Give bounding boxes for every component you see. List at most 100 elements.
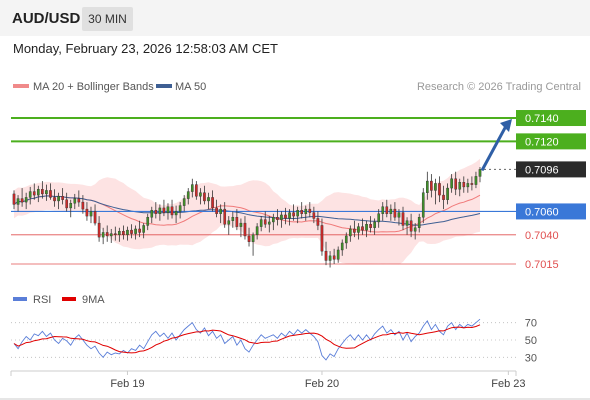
candle-body bbox=[182, 198, 186, 206]
projection-arrow-line bbox=[480, 125, 508, 172]
candle-body bbox=[421, 192, 425, 218]
candle-body bbox=[434, 183, 437, 191]
candle-body bbox=[361, 226, 364, 231]
candle-body bbox=[207, 197, 210, 202]
candle-body bbox=[36, 189, 40, 196]
candle-body bbox=[195, 184, 198, 197]
candle-body bbox=[336, 249, 340, 260]
projection-arrowhead bbox=[500, 119, 512, 133]
candle-body bbox=[12, 193, 16, 205]
candle-body bbox=[389, 208, 393, 214]
candle-body bbox=[49, 190, 52, 198]
candle-body bbox=[312, 212, 316, 219]
candle-body bbox=[377, 213, 381, 223]
candle-body bbox=[450, 178, 453, 189]
candle-body bbox=[113, 233, 117, 235]
candle-body bbox=[85, 208, 89, 217]
legend-swatch-ma20 bbox=[13, 84, 29, 88]
candle-body bbox=[53, 197, 56, 202]
current-price-label: 0.7096 bbox=[525, 164, 559, 176]
resistance-label: 0.7120 bbox=[525, 136, 559, 148]
candle-body bbox=[462, 182, 466, 188]
support-label: 0.7015 bbox=[525, 259, 559, 271]
candle-body bbox=[61, 196, 64, 200]
x-axis-labels: Feb 19 Feb 20 Feb 23 bbox=[110, 371, 525, 390]
candle-body bbox=[239, 222, 243, 227]
legend-swatch-9ma bbox=[62, 297, 76, 301]
candle-body bbox=[320, 225, 324, 252]
candle-body bbox=[170, 206, 174, 216]
candle-body bbox=[267, 221, 271, 225]
candle-body bbox=[190, 184, 194, 192]
candle-body bbox=[405, 220, 409, 226]
candle-body bbox=[292, 212, 295, 217]
x-tick-label: Feb 20 bbox=[305, 378, 339, 390]
resistance-label: 0.7140 bbox=[525, 113, 559, 125]
rsi-ma-line bbox=[13, 324, 481, 354]
candle-body bbox=[166, 206, 170, 213]
candle-body bbox=[65, 199, 68, 209]
candle-body bbox=[77, 198, 81, 203]
candle-body bbox=[284, 214, 287, 219]
x-tick-label: Feb 19 bbox=[110, 378, 144, 390]
candle-body bbox=[316, 218, 320, 226]
candle-body bbox=[93, 211, 97, 224]
candle-body bbox=[178, 205, 182, 212]
candle-body bbox=[219, 208, 222, 214]
candle-body bbox=[470, 183, 474, 185]
candle-body bbox=[28, 191, 32, 198]
candle-body bbox=[122, 231, 125, 235]
candle-body bbox=[45, 190, 48, 195]
candle-body bbox=[349, 228, 352, 237]
candle-body bbox=[385, 206, 389, 214]
candle-body bbox=[466, 183, 470, 188]
candle-body bbox=[259, 219, 263, 227]
candle-body bbox=[231, 217, 235, 221]
candle-body bbox=[426, 180, 429, 193]
rsi-tick-label: 50 bbox=[525, 335, 537, 347]
candle-body bbox=[24, 197, 28, 203]
candle-body bbox=[381, 206, 385, 214]
candle-body bbox=[146, 217, 150, 226]
candle-body bbox=[203, 192, 206, 202]
candle-body bbox=[255, 226, 259, 235]
legend-9ma-label: 9MA bbox=[82, 294, 105, 306]
rsi-tick-label: 70 bbox=[525, 318, 537, 330]
symbol-label: AUD/USD bbox=[12, 10, 81, 27]
candle-body bbox=[454, 178, 458, 190]
rsi-line bbox=[13, 318, 481, 361]
candle-body bbox=[409, 220, 413, 232]
candle-body bbox=[357, 226, 360, 233]
candle-body bbox=[308, 208, 312, 213]
resistance-label-box bbox=[516, 133, 586, 150]
candle-body bbox=[154, 210, 158, 214]
candle-body bbox=[118, 231, 121, 235]
candle-body bbox=[199, 192, 202, 197]
candle-body bbox=[247, 235, 251, 242]
timestamp: Monday, February 23, 2026 12:58:03 AM CE… bbox=[13, 41, 278, 56]
candle-body bbox=[73, 198, 77, 204]
candle-body bbox=[478, 169, 482, 177]
candle-body bbox=[304, 208, 308, 214]
candle-body bbox=[300, 210, 304, 214]
candle-body bbox=[101, 232, 105, 238]
candle-body bbox=[89, 211, 93, 217]
candle-body bbox=[57, 196, 60, 202]
candle-body bbox=[340, 242, 344, 251]
candle-body bbox=[134, 228, 137, 234]
candle-body bbox=[16, 198, 20, 205]
rsi-tick-label: 30 bbox=[525, 352, 537, 364]
timeframe-badge[interactable]: 30 MIN bbox=[82, 7, 133, 31]
resistance-label-box bbox=[516, 110, 586, 127]
candle-body bbox=[332, 255, 336, 260]
candle-body bbox=[393, 208, 397, 218]
legend-swatch-ma50 bbox=[156, 84, 172, 88]
legend-rsi-label: RSI bbox=[33, 294, 51, 306]
candle-body bbox=[296, 210, 299, 217]
candle-body bbox=[446, 187, 449, 200]
candle-body bbox=[365, 224, 368, 231]
candle-body bbox=[272, 217, 275, 223]
candle-body bbox=[215, 207, 218, 214]
candle-body bbox=[130, 229, 133, 234]
